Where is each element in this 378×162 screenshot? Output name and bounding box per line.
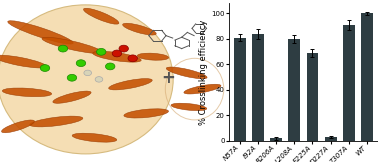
Ellipse shape [124, 109, 169, 118]
Circle shape [112, 50, 122, 57]
Ellipse shape [166, 67, 207, 79]
Circle shape [58, 45, 68, 52]
Bar [343, 25, 355, 141]
Ellipse shape [42, 37, 102, 53]
Bar [361, 13, 373, 141]
Text: +: + [162, 69, 176, 87]
Ellipse shape [109, 79, 152, 90]
Circle shape [96, 48, 106, 55]
Ellipse shape [171, 103, 207, 111]
Bar [252, 34, 264, 141]
Ellipse shape [184, 84, 221, 94]
Circle shape [119, 45, 129, 52]
Bar [307, 53, 318, 141]
Bar [288, 39, 300, 141]
Bar [325, 137, 336, 141]
Bar [234, 38, 246, 141]
Ellipse shape [72, 133, 117, 142]
Bar [270, 138, 282, 141]
Circle shape [84, 70, 91, 76]
Ellipse shape [84, 8, 119, 24]
Circle shape [95, 77, 103, 82]
Circle shape [105, 63, 115, 70]
Ellipse shape [2, 88, 52, 97]
Ellipse shape [29, 116, 83, 127]
Ellipse shape [53, 91, 91, 103]
Circle shape [76, 60, 86, 67]
Ellipse shape [0, 55, 46, 68]
Ellipse shape [2, 120, 34, 133]
Ellipse shape [0, 5, 173, 154]
Ellipse shape [137, 53, 169, 60]
Circle shape [67, 74, 77, 81]
Ellipse shape [122, 23, 156, 35]
Circle shape [128, 55, 138, 62]
Y-axis label: % Crosslinking efficiency: % Crosslinking efficiency [199, 19, 208, 125]
Circle shape [40, 65, 50, 71]
Ellipse shape [8, 21, 73, 44]
Ellipse shape [93, 51, 141, 62]
